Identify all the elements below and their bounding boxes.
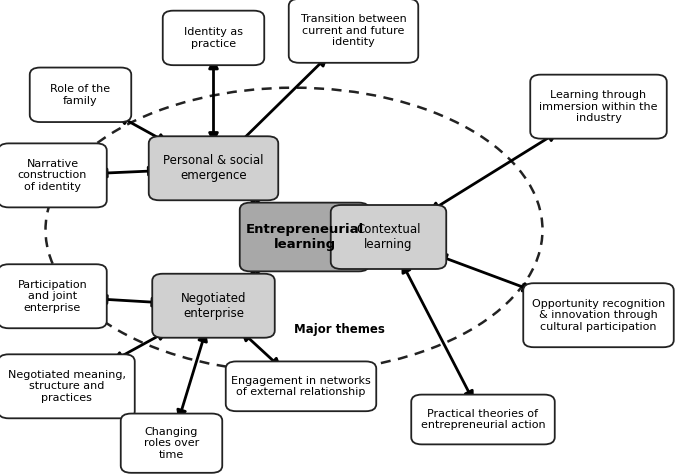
Text: Negotiated
enterprise: Negotiated enterprise [181, 292, 246, 320]
FancyBboxPatch shape [225, 362, 377, 411]
Text: Negotiated meaning,
structure and
practices: Negotiated meaning, structure and practi… [8, 370, 125, 403]
Text: Entrepreneurial
learning: Entrepreneurial learning [246, 223, 363, 251]
Text: Practical theories of
entrepreneurial action: Practical theories of entrepreneurial ac… [421, 409, 545, 430]
Text: Contextual
learning: Contextual learning [356, 223, 421, 251]
FancyBboxPatch shape [120, 413, 223, 473]
FancyBboxPatch shape [531, 74, 666, 138]
Text: Narrative
construction
of identity: Narrative construction of identity [18, 159, 88, 192]
Text: Opportunity recognition
& innovation through
cultural participation: Opportunity recognition & innovation thr… [532, 299, 665, 332]
Text: Learning through
immersion within the
industry: Learning through immersion within the in… [539, 90, 658, 123]
FancyBboxPatch shape [239, 203, 370, 271]
Text: Transition between
current and future
identity: Transition between current and future id… [300, 14, 407, 47]
FancyBboxPatch shape [162, 10, 265, 65]
FancyBboxPatch shape [288, 0, 418, 63]
FancyBboxPatch shape [148, 137, 279, 200]
Text: Major themes: Major themes [294, 323, 385, 336]
Text: Changing
roles over
time: Changing roles over time [144, 427, 199, 460]
Text: Role of the
family: Role of the family [50, 84, 111, 106]
Text: Participation
and joint
enterprise: Participation and joint enterprise [18, 280, 88, 313]
FancyBboxPatch shape [152, 274, 274, 338]
FancyBboxPatch shape [330, 205, 447, 269]
FancyBboxPatch shape [0, 355, 134, 419]
Text: Identity as
practice: Identity as practice [184, 27, 243, 49]
FancyBboxPatch shape [0, 264, 106, 328]
Text: Engagement in networks
of external relationship: Engagement in networks of external relat… [231, 375, 371, 397]
FancyBboxPatch shape [0, 143, 106, 208]
Text: Personal & social
emergence: Personal & social emergence [163, 154, 264, 182]
FancyBboxPatch shape [524, 283, 673, 347]
FancyBboxPatch shape [411, 394, 554, 445]
FancyBboxPatch shape [29, 67, 132, 122]
